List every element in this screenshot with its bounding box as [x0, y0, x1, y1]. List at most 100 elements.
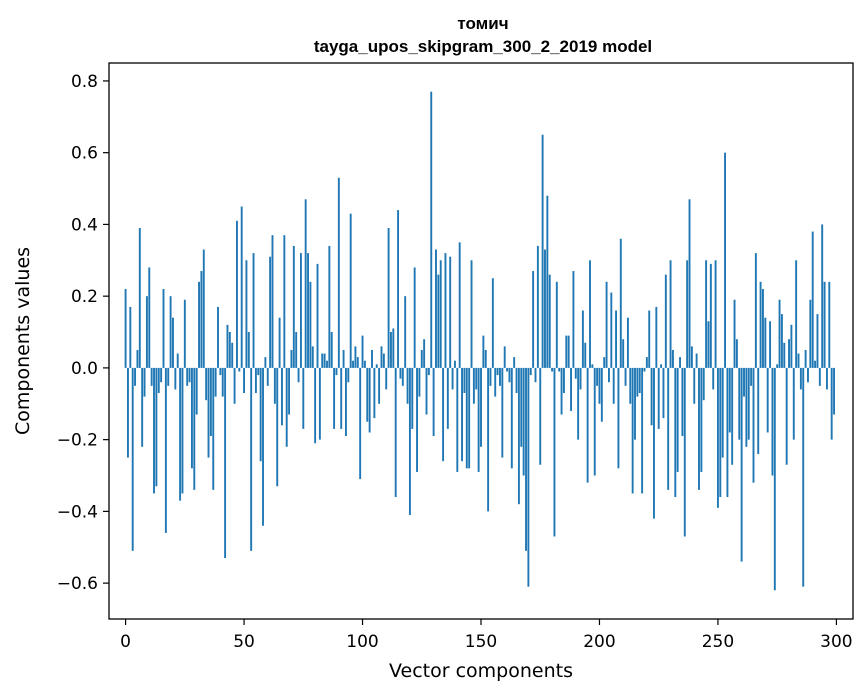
bar-95 [349, 213, 352, 368]
bar-22 [176, 353, 179, 368]
bar-25 [183, 299, 186, 368]
bar-275 [776, 364, 779, 368]
bar-113 [392, 328, 395, 368]
bar-5 [136, 349, 139, 368]
bar-265 [752, 367, 755, 483]
bar-167 [520, 367, 523, 447]
bar-130 [432, 367, 435, 437]
bar-124 [418, 367, 421, 397]
bar-205 [610, 292, 613, 368]
bar-4 [134, 367, 137, 386]
bar-9 [145, 296, 148, 368]
bar-62 [271, 235, 274, 368]
bar-255 [728, 367, 731, 433]
bar-34 [205, 367, 208, 401]
bar-194 [584, 342, 587, 368]
y-tick-label: −0.6 [57, 574, 98, 594]
bar-174 [536, 245, 539, 368]
bar-120 [408, 367, 411, 515]
bar-13 [155, 367, 158, 487]
bar-19 [169, 296, 172, 368]
bar-11 [150, 367, 153, 386]
bar-21 [174, 367, 177, 390]
bar-8 [143, 367, 146, 397]
bar-118 [404, 296, 407, 368]
bar-219 [643, 367, 646, 372]
bar-135 [444, 253, 447, 368]
bar-260 [740, 367, 743, 562]
bar-281 [790, 324, 793, 368]
bar-210 [622, 339, 625, 368]
bar-40 [219, 367, 222, 376]
bar-244 [702, 367, 705, 401]
bar-41 [221, 367, 224, 397]
bar-234 [679, 357, 681, 368]
bar-250 [716, 367, 719, 508]
bar-299 [833, 367, 835, 415]
bar-222 [650, 367, 653, 426]
bar-84 [323, 353, 326, 368]
bar-119 [406, 367, 409, 404]
bar-229 [667, 367, 670, 490]
bar-185 [562, 367, 565, 394]
bar-207 [615, 310, 618, 368]
bar-249 [714, 260, 717, 368]
bar-65 [278, 317, 281, 368]
x-tick-label: 250 [702, 632, 734, 652]
bar-61 [269, 256, 272, 368]
bar-272 [769, 321, 772, 368]
bar-259 [738, 367, 741, 440]
bar-64 [276, 367, 279, 487]
bar-223 [653, 367, 655, 519]
bar-54 [252, 253, 255, 368]
bar-146 [470, 260, 473, 368]
bar-218 [641, 367, 644, 494]
bar-169 [525, 367, 527, 551]
bar-198 [593, 367, 596, 476]
bar-286 [802, 367, 805, 587]
bar-264 [750, 367, 753, 386]
bar-192 [579, 367, 582, 390]
bar-71 [292, 245, 295, 368]
bar-280 [788, 339, 790, 368]
bar-233 [676, 367, 679, 472]
bar-252 [721, 367, 724, 458]
bar-145 [468, 367, 471, 469]
bar-66 [281, 367, 283, 426]
bar-79 [311, 346, 314, 368]
bar-261 [743, 367, 745, 397]
bar-186 [565, 335, 568, 368]
bar-175 [539, 367, 542, 465]
bar-160 [503, 346, 506, 368]
bar-0 [124, 288, 127, 368]
bar-7 [141, 367, 144, 447]
bar-50 [243, 367, 246, 394]
bar-149 [477, 367, 480, 472]
bar-107 [378, 367, 381, 404]
bar-139 [453, 360, 456, 368]
bar-127 [425, 367, 428, 415]
bar-85 [326, 360, 328, 368]
bar-295 [823, 281, 826, 368]
y-tick-label: −0.4 [57, 502, 98, 522]
bar-235 [681, 367, 684, 437]
bar-147 [472, 367, 475, 404]
bar-283 [795, 260, 798, 368]
bar-30 [195, 367, 198, 415]
bar-29 [193, 367, 196, 490]
bar-197 [591, 364, 594, 368]
bar-231 [671, 349, 674, 368]
bar-134 [442, 367, 445, 462]
bar-28 [190, 367, 193, 469]
bar-173 [534, 367, 537, 383]
bar-224 [655, 306, 658, 368]
bar-37 [212, 367, 215, 490]
bar-153 [487, 367, 490, 512]
bar-291 [814, 360, 817, 368]
bar-23 [179, 367, 182, 501]
bar-151 [482, 335, 485, 368]
bar-202 [603, 357, 606, 368]
bar-57 [259, 367, 262, 462]
bar-27 [188, 367, 191, 383]
